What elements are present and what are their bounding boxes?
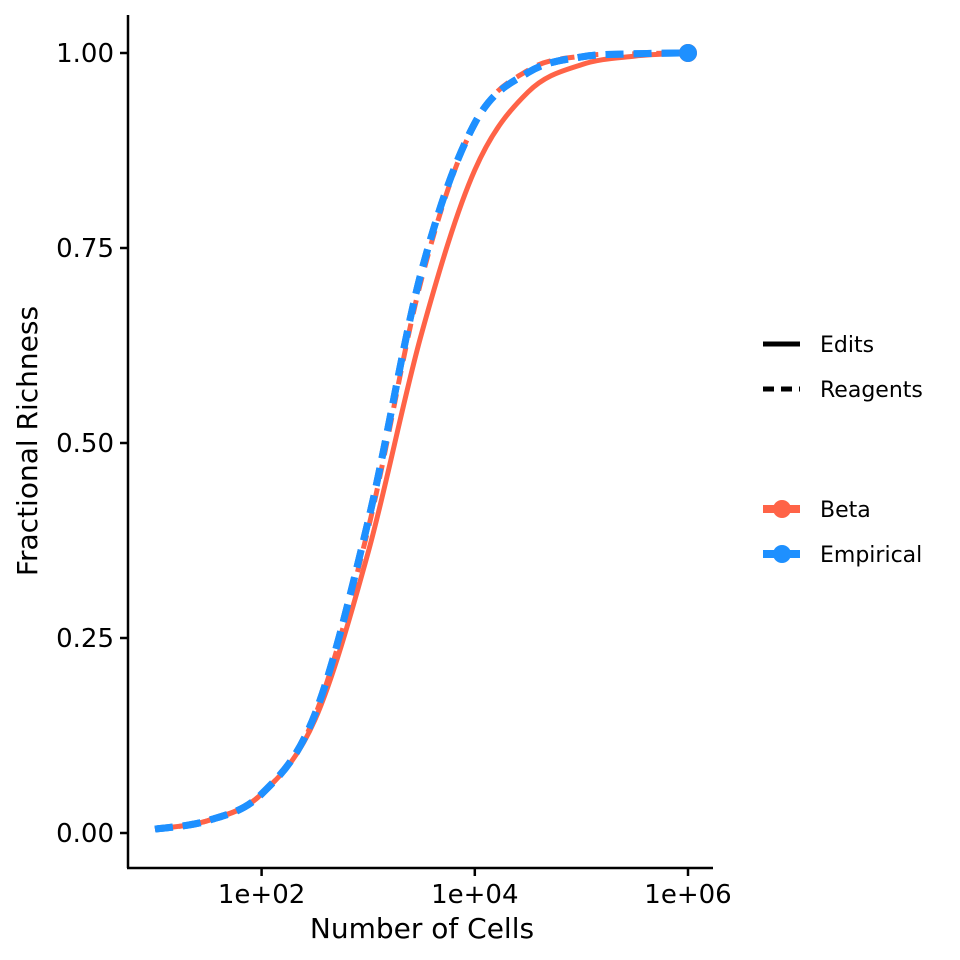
legend-point-beta	[773, 500, 791, 518]
x-tick-label: 1e+04	[431, 880, 518, 910]
legend-label-empirical: Empirical	[820, 543, 922, 568]
end-point-1	[679, 44, 697, 62]
series-line-beta-reagents	[154, 50, 689, 832]
legend-label-edits: Edits	[820, 333, 874, 358]
legend: Edits Reagents Beta Empirical	[763, 333, 923, 568]
series-layer	[154, 44, 697, 833]
axes-layer	[126, 15, 713, 870]
legend-point-empirical	[773, 545, 791, 563]
y-tick-label: 0.50	[56, 429, 114, 459]
y-axis-title: Fractional Richness	[11, 306, 44, 576]
series-line-empirical-edits	[154, 49, 689, 833]
series-line-empirical-reagents	[154, 49, 689, 833]
x-tick-label: 1e+02	[218, 880, 305, 910]
series-line-beta-edits	[154, 50, 689, 832]
x-axis-title: Number of Cells	[310, 912, 534, 945]
legend-label-reagents: Reagents	[820, 378, 923, 403]
legend-label-beta: Beta	[820, 498, 871, 523]
x-tick-label: 1e+06	[644, 880, 731, 910]
y-tick-label: 1.00	[56, 39, 114, 69]
y-tick-label: 0.25	[56, 624, 114, 654]
y-tick-label: 0.00	[56, 819, 114, 849]
ticks-layer: 0.00 0.25 0.50 0.75 1.00 1e+02 1e+04 1e+06	[56, 39, 732, 910]
y-tick-label: 0.75	[56, 234, 114, 264]
